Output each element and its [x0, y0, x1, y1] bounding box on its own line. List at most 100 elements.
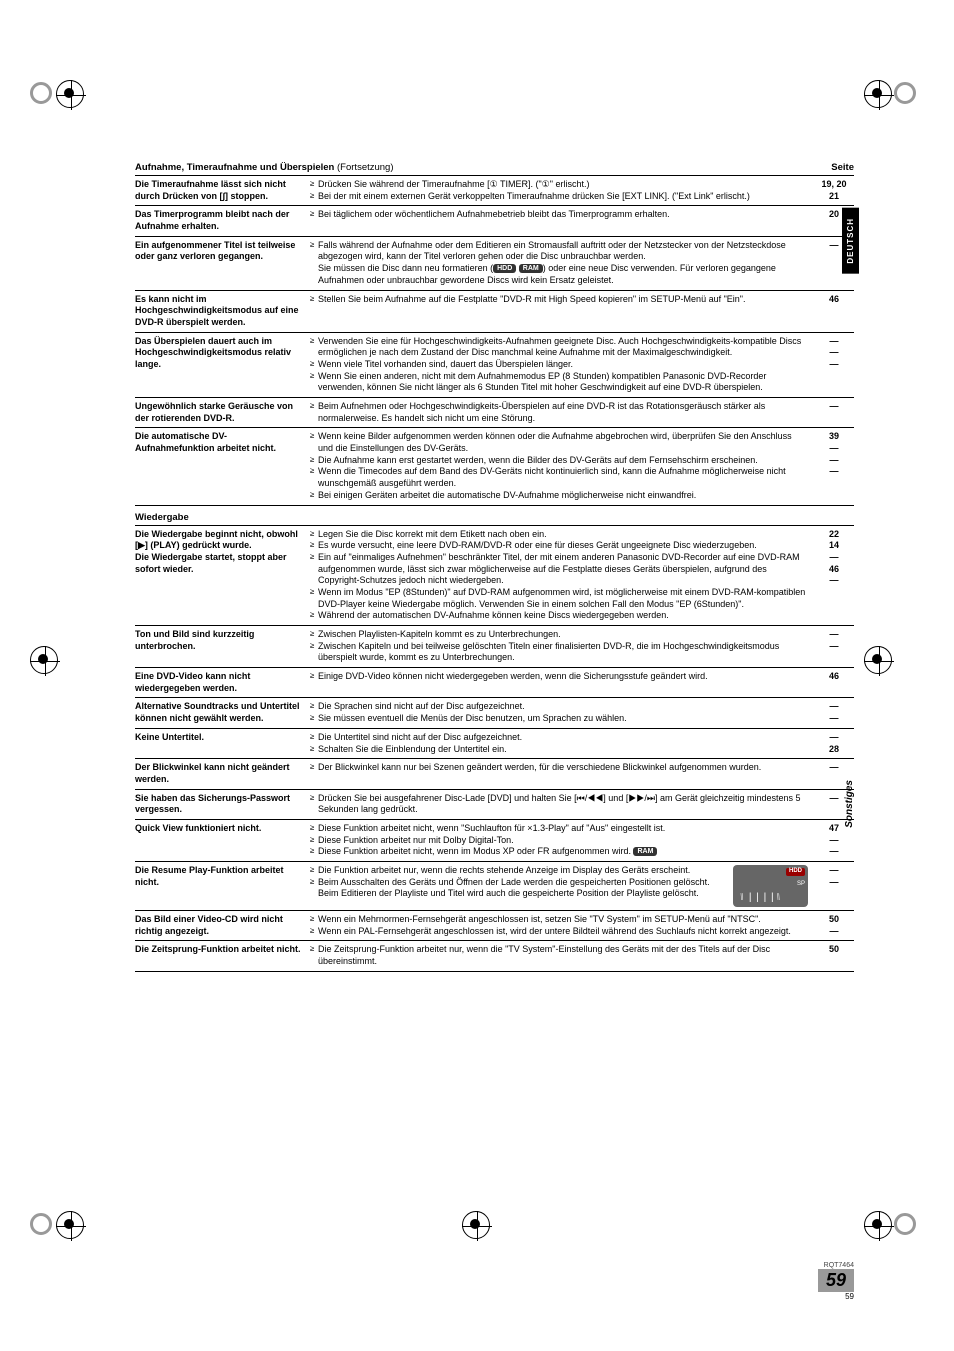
solution-cell: Beim Aufnehmen oder Hochgeschwindigkeits…	[310, 398, 814, 428]
table-row: Ungewöhnlich starke Geräusche von der ro…	[135, 398, 854, 428]
seite-label: Seite	[831, 162, 854, 173]
page-ref-cell: 20	[814, 206, 854, 236]
problem-cell: Die Wiedergabe beginnt nicht, obwohl [▶]…	[135, 526, 310, 626]
solution-item: Die Sprachen sind nicht auf der Disc auf…	[310, 701, 808, 713]
table-row: Sie haben das Sicherungs-Passwort verges…	[135, 789, 854, 819]
crop-mark-br	[864, 1211, 924, 1271]
table-row: Der Blickwinkel kann nicht geändert werd…	[135, 759, 854, 789]
solution-item: Sie müssen eventuell die Menüs der Disc …	[310, 713, 808, 725]
table-row: Eine DVD-Video kann nicht wiedergegeben …	[135, 668, 854, 698]
problem-cell: Ein aufgenommener Titel ist teilweise od…	[135, 236, 310, 290]
solution-item: Wenn Sie einen anderen, nicht mit dem Au…	[310, 371, 808, 394]
solution-cell: Verwenden Sie eine für Hochgeschwindigke…	[310, 332, 814, 397]
solution-cell: Der Blickwinkel kann nur bei Szenen geän…	[310, 759, 814, 789]
solution-item: Drücken Sie bei ausgefahrener Disc-Lade …	[310, 793, 808, 816]
solution-item: Während der automatischen DV-Aufnahme kö…	[310, 610, 808, 622]
table-row: Die Wiedergabe beginnt nicht, obwohl [▶]…	[135, 526, 854, 626]
problem-cell: Die Timeraufnahme lässt sich nicht durch…	[135, 176, 310, 206]
solution-item: Beim Ausschalten des Geräts und Öffnen d…	[310, 877, 808, 900]
problem-cell: Quick View funktioniert nicht.	[135, 819, 310, 861]
solution-item: Wenn ein PAL-Fernsehgerät angeschlossen …	[310, 926, 808, 938]
solution-item: Die Funktion arbeitet nur, wenn die rech…	[310, 865, 808, 877]
problem-cell: Das Timerprogramm bleibt nach der Aufnah…	[135, 206, 310, 236]
section1-table: Die Timeraufnahme lässt sich nicht durch…	[135, 176, 854, 506]
solution-item: Bei der mit einem externen Gerät verkopp…	[310, 191, 808, 203]
page-ref-cell: 46	[814, 668, 854, 698]
table-row: Die Timeraufnahme lässt sich nicht durch…	[135, 176, 854, 206]
page-ref-cell: ——	[814, 698, 854, 728]
problem-cell: Das Überspielen dauert auch im Hochgesch…	[135, 332, 310, 397]
table-row: Das Timerprogramm bleibt nach der Aufnah…	[135, 206, 854, 236]
page-ref-cell: 47——	[814, 819, 854, 861]
page-ref-cell: 2214—46—	[814, 526, 854, 626]
solution-item: Wenn keine Bilder aufgenommen werden kön…	[310, 431, 808, 454]
solution-cell: Wenn keine Bilder aufgenommen werden kön…	[310, 428, 814, 505]
problem-cell: Alternative Soundtracks und Untertitel k…	[135, 698, 310, 728]
section2-table: Die Wiedergabe beginnt nicht, obwohl [▶]…	[135, 526, 854, 972]
solution-item: Es wurde versucht, eine leere DVD-RAM/DV…	[310, 540, 808, 552]
table-row: Die automatische DV-Aufnahmefunktion arb…	[135, 428, 854, 505]
section1-cont: (Fortsetzung)	[337, 162, 394, 173]
page-ref-cell: —	[814, 236, 854, 290]
solution-cell: Wenn ein Mehrnormen-Fernsehgerät angesch…	[310, 911, 814, 941]
page-ref-cell: 50—	[814, 911, 854, 941]
table-row: Die Resume Play-Funktion arbeitet nicht.…	[135, 862, 854, 911]
page-ref-cell: 46	[814, 290, 854, 332]
table-row: Das Überspielen dauert auch im Hochgesch…	[135, 332, 854, 397]
solution-cell: Stellen Sie beim Aufnahme auf die Festpl…	[310, 290, 814, 332]
footer-big-page: 59	[826, 1270, 846, 1290]
page-footer: RQT7464 59 59	[818, 1262, 854, 1301]
solution-item: Wenn im Modus "EP (8Stunden)" auf DVD-RA…	[310, 587, 808, 610]
solution-item: Schalten Sie die Einblendung der Unterti…	[310, 744, 808, 756]
page-ref-cell: —	[814, 398, 854, 428]
solution-cell: Zwischen Playlisten-Kapiteln kommt es zu…	[310, 626, 814, 668]
solution-item: Beim Aufnehmen oder Hochgeschwindigkeits…	[310, 401, 808, 424]
section2-header: Wiedergabe	[135, 510, 854, 526]
crop-mark-mb	[462, 1211, 492, 1271]
solution-item: Wenn viele Titel vorhanden sind, dauert …	[310, 359, 808, 371]
solution-cell: Die Zeitsprung-Funktion arbeitet nur, we…	[310, 941, 814, 971]
solution-cell: Drücken Sie bei ausgefahrener Disc-Lade …	[310, 789, 814, 819]
page-ref-cell: 19, 2021	[814, 176, 854, 206]
solution-item: Die Untertitel sind nicht auf der Disc a…	[310, 732, 808, 744]
table-row: Ein aufgenommener Titel ist teilweise od…	[135, 236, 854, 290]
crop-mark-bl	[30, 1211, 90, 1271]
page-ref-cell: ——	[814, 862, 854, 911]
solution-item: Diese Funktion arbeitet nur mit Dolby Di…	[310, 835, 808, 847]
solution-item: Ein auf "einmaliges Aufnehmen" beschränk…	[310, 552, 808, 587]
page-ref-cell: ———	[814, 332, 854, 397]
solution-cell: Bei täglichem oder wöchentlichem Aufnahm…	[310, 206, 814, 236]
solution-item: Die Zeitsprung-Funktion arbeitet nur, we…	[310, 944, 808, 967]
footer-rqt: RQT7464	[818, 1262, 854, 1269]
page-ref-cell: 39———	[814, 428, 854, 505]
solution-item: Wenn ein Mehrnormen-Fernsehgerät angesch…	[310, 914, 808, 926]
problem-cell: Sie haben das Sicherungs-Passwort verges…	[135, 789, 310, 819]
table-row: Alternative Soundtracks und Untertitel k…	[135, 698, 854, 728]
problem-cell: Es kann nicht im Hochgeschwindigkeitsmod…	[135, 290, 310, 332]
page-ref-cell: ——	[814, 626, 854, 668]
solution-item: Die Aufnahme kann erst gestartet werden,…	[310, 455, 808, 467]
solution-item: Einige DVD-Video können nicht wiedergege…	[310, 671, 808, 683]
page-ref-cell: 50	[814, 941, 854, 971]
solution-item: Diese Funktion arbeitet nicht, wenn "Suc…	[310, 823, 808, 835]
solution-item: Stellen Sie beim Aufnahme auf die Festpl…	[310, 294, 808, 306]
solution-cell: Legen Sie die Disc korrekt mit dem Etike…	[310, 526, 814, 626]
solution-item: Der Blickwinkel kann nur bei Szenen geän…	[310, 762, 808, 774]
solution-item: Zwischen Kapiteln und bei teilweise gelö…	[310, 641, 808, 664]
page-ref-cell: —	[814, 789, 854, 819]
table-row: Quick View funktioniert nicht.Diese Funk…	[135, 819, 854, 861]
solution-item: Zwischen Playlisten-Kapiteln kommt es zu…	[310, 629, 808, 641]
problem-cell: Die Zeitsprung-Funktion arbeitet nicht.	[135, 941, 310, 971]
problem-cell: Die automatische DV-Aufnahmefunktion arb…	[135, 428, 310, 505]
solution-cell: Die Funktion arbeitet nur, wenn die rech…	[310, 862, 814, 911]
solution-item: Wenn die Timecodes auf dem Band des DV-G…	[310, 466, 808, 489]
section2-title: Wiedergabe	[135, 512, 189, 523]
solution-item: Falls während der Aufnahme oder dem Edit…	[310, 240, 808, 287]
problem-cell: Ton und Bild sind kurzzeitig unterbroche…	[135, 626, 310, 668]
problem-cell: Die Resume Play-Funktion arbeitet nicht.	[135, 862, 310, 911]
table-row: Die Zeitsprung-Funktion arbeitet nicht.D…	[135, 941, 854, 971]
section1-title: Aufnahme, Timeraufnahme und Überspielen	[135, 162, 334, 173]
problem-cell: Keine Untertitel.	[135, 728, 310, 758]
solution-item: Bei einigen Geräten arbeitet die automat…	[310, 490, 808, 502]
solution-cell: Drücken Sie während der Timeraufnahme [①…	[310, 176, 814, 206]
